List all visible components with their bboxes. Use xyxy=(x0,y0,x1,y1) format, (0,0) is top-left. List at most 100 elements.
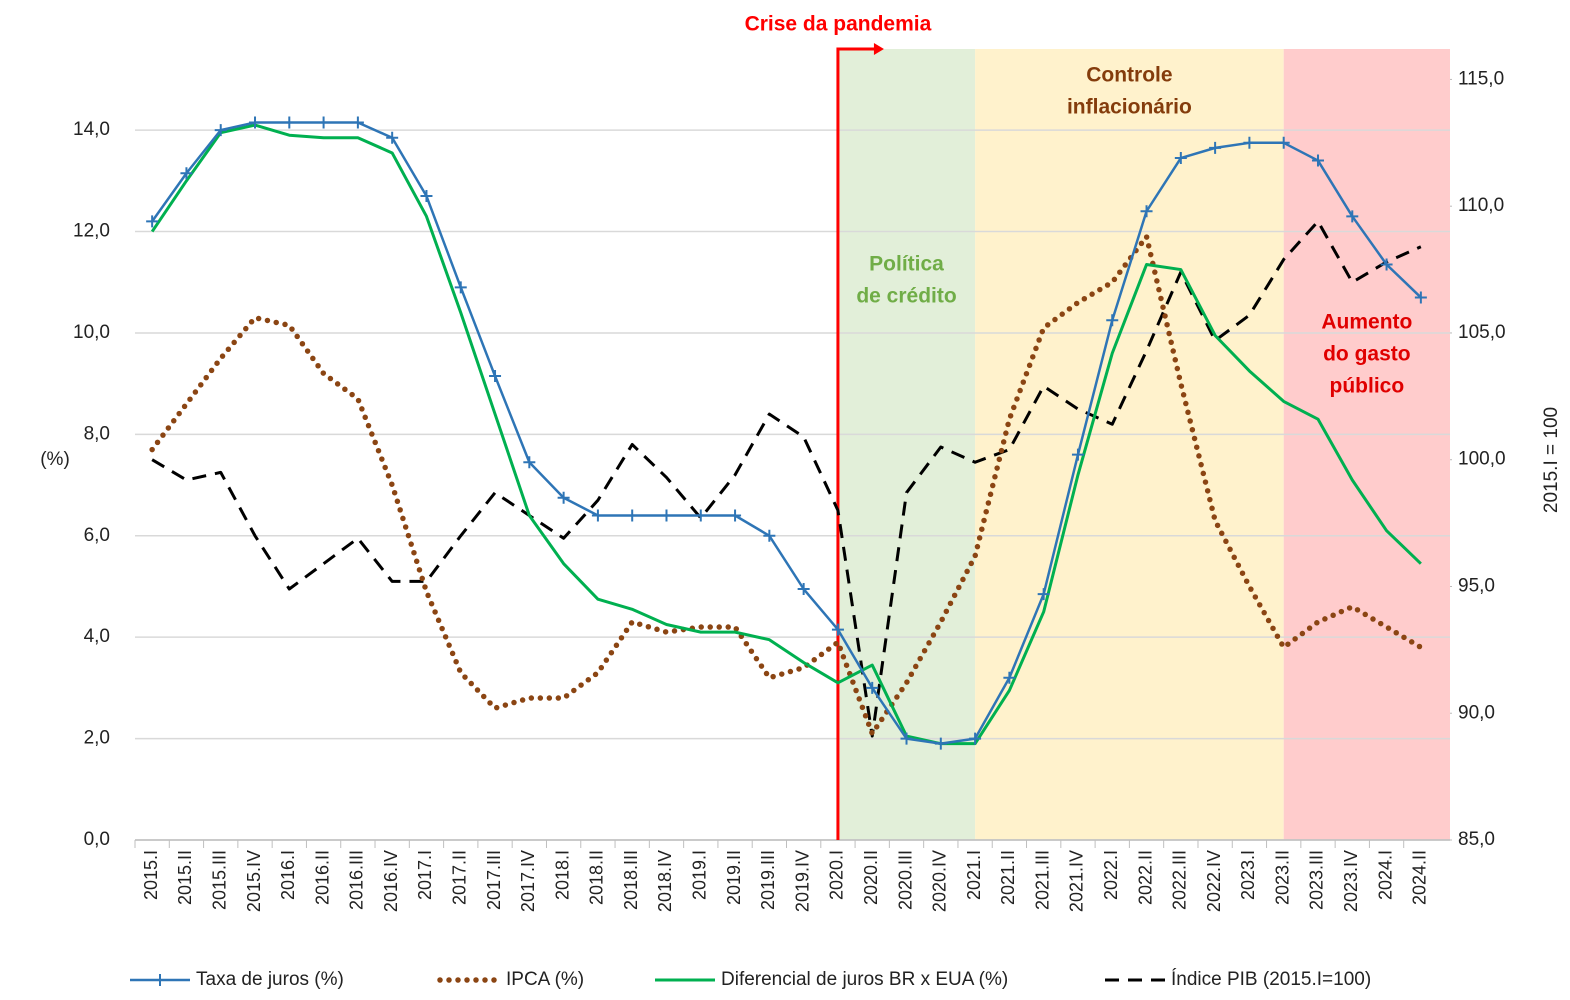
x-tick-label: 2018.II xyxy=(587,850,607,905)
series-line xyxy=(150,123,1422,746)
x-tick-label: 2023.IV xyxy=(1341,850,1361,912)
x-tick-label: 2017.I xyxy=(415,850,435,900)
region-label: inflacionário xyxy=(1067,96,1192,119)
y-tick-label: 8,0 xyxy=(84,423,110,444)
y2-tick-label: 115,0 xyxy=(1458,68,1504,89)
point-marker xyxy=(591,509,604,522)
x-tick-label: 2022.I xyxy=(1101,850,1121,900)
point-marker xyxy=(866,681,879,694)
point-marker xyxy=(797,583,810,596)
point-marker xyxy=(180,167,193,180)
point-marker xyxy=(1277,136,1290,149)
point-marker xyxy=(214,124,227,137)
x-tick-label: 2017.IV xyxy=(518,850,538,912)
x-tick-label: 2023.I xyxy=(1238,850,1258,900)
x-tick-label: 2019.IV xyxy=(792,850,812,912)
point-marker xyxy=(900,732,913,745)
series-line xyxy=(151,121,1422,745)
x-tick-label: 2021.II xyxy=(998,850,1018,905)
point-marker xyxy=(1414,291,1427,304)
x-tick-label: 2017.II xyxy=(450,850,470,905)
x-tick-label: 2019.III xyxy=(758,850,778,910)
region xyxy=(837,49,976,840)
x-tick-label: 2024.I xyxy=(1375,850,1395,900)
point-marker xyxy=(1243,136,1256,149)
x-tick-label: 2018.I xyxy=(552,850,572,900)
point-marker xyxy=(626,509,639,522)
point-marker xyxy=(969,732,982,745)
legend-label: Índice PIB (2015.I=100) xyxy=(1171,969,1371,990)
point-marker xyxy=(420,190,433,203)
event-arrow xyxy=(873,43,884,55)
x-tick-label: 2016.IV xyxy=(381,850,401,912)
x-tick-label: 2024.II xyxy=(1410,850,1430,905)
point-marker xyxy=(729,509,742,522)
point-marker xyxy=(523,456,536,469)
point-marker xyxy=(934,737,947,750)
x-tick-label: 2019.II xyxy=(724,850,744,905)
x-tick-label: 2018.IV xyxy=(655,850,675,912)
point-marker xyxy=(1003,671,1016,684)
y2-tick-label: 95,0 xyxy=(1458,575,1495,596)
point-marker xyxy=(763,529,776,542)
region-label: do gasto xyxy=(1323,343,1411,366)
y-tick-label: 4,0 xyxy=(84,626,110,647)
point-marker xyxy=(1311,154,1324,167)
x-tick-label: 2023.II xyxy=(1272,850,1292,905)
point-marker xyxy=(351,116,364,129)
y-tick-label: 2,0 xyxy=(84,728,110,749)
x-tick-label: 2018.III xyxy=(621,850,641,910)
point-marker xyxy=(1140,205,1153,218)
x-tick-label: 2021.IV xyxy=(1067,850,1087,912)
point-marker xyxy=(283,116,296,129)
x-tick-label: 2016.I xyxy=(278,850,298,900)
x-tick-label: 2022.III xyxy=(1170,850,1190,910)
y2-tick-label: 110,0 xyxy=(1458,195,1504,216)
legend-label: Diferencial de juros BR x EUA (%) xyxy=(721,969,1008,990)
y2-axis-label: 2015.I = 100 xyxy=(1541,407,1562,513)
point-marker xyxy=(1174,152,1187,165)
x-tick-label: 2021.I xyxy=(964,850,984,900)
x-tick-label: 2020.IV xyxy=(930,850,950,912)
legend-marker xyxy=(154,974,166,986)
point-marker xyxy=(1071,448,1084,461)
point-marker xyxy=(1106,314,1119,327)
x-tick-label: 2017.III xyxy=(484,850,504,910)
point-marker xyxy=(489,370,502,383)
y2-tick-label: 105,0 xyxy=(1458,322,1506,343)
region-label: público xyxy=(1330,375,1405,398)
x-tick-label: 2015.II xyxy=(175,850,195,905)
x-tick-label: 2016.III xyxy=(347,850,367,910)
y-axis-label: (%) xyxy=(40,449,70,470)
x-tick-label: 2022.II xyxy=(1135,850,1155,905)
x-tick-label: 2019.I xyxy=(690,850,710,900)
event-label: Crise da pandemia xyxy=(745,13,932,36)
region-label: de crédito xyxy=(856,285,956,308)
legend-label: Taxa de juros (%) xyxy=(196,969,344,990)
point-marker xyxy=(1209,141,1222,154)
x-tick-label: 2023.III xyxy=(1307,850,1327,910)
y2-tick-label: 90,0 xyxy=(1458,702,1495,723)
y-tick-label: 0,0 xyxy=(84,829,110,850)
event-line xyxy=(836,47,878,840)
region-label: Aumento xyxy=(1321,311,1412,334)
y2-tick-label: 85,0 xyxy=(1458,829,1495,850)
x-tick-label: 2020.III xyxy=(895,850,915,910)
y-tick-label: 10,0 xyxy=(73,322,110,343)
point-marker xyxy=(1037,588,1050,601)
y-tick-label: 6,0 xyxy=(84,525,110,546)
y-tick-label: 12,0 xyxy=(73,221,110,242)
point-marker xyxy=(557,491,570,504)
region-label: Política xyxy=(869,253,944,276)
x-tick-label: 2020.I xyxy=(827,850,847,900)
region xyxy=(1283,49,1450,840)
point-marker xyxy=(146,215,159,228)
point-marker xyxy=(317,116,330,129)
point-marker xyxy=(249,116,262,129)
x-tick-label: 2016.II xyxy=(312,850,332,905)
point-marker xyxy=(694,509,707,522)
x-tick-label: 2015.IV xyxy=(244,850,264,912)
legend-label: IPCA (%) xyxy=(506,969,584,990)
x-tick-label: 2022.IV xyxy=(1204,850,1224,912)
